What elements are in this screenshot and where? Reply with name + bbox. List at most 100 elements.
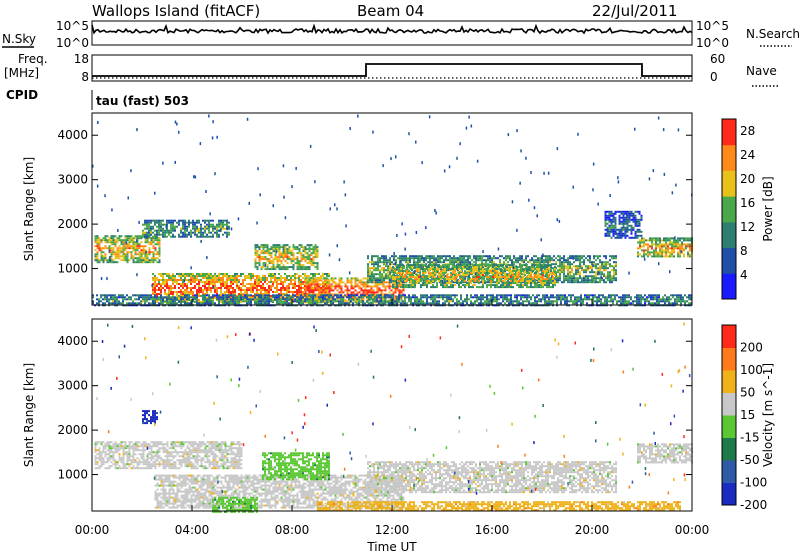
data-cell-0-6 [452, 270, 454, 272]
data-cell-0-8 [641, 235, 643, 237]
data-cell-0-6 [508, 284, 510, 286]
data-cell-0-6 [546, 278, 548, 280]
data-cell-0-0 [123, 245, 125, 247]
data-cell-0-1 [148, 230, 150, 232]
data-cell-0-6 [504, 282, 506, 284]
data-cell-0-2 [286, 287, 288, 289]
data-cell-0-6 [420, 268, 422, 270]
data-cell-0-3 [283, 268, 285, 270]
data-cell-0-4 [347, 279, 349, 281]
data-cell-0-2 [194, 285, 196, 287]
data-cell-0-9 [144, 300, 146, 302]
data-cell-0-6 [418, 280, 420, 282]
data-cell-0-6 [548, 284, 550, 286]
data-cell-0-5 [583, 259, 585, 261]
data-cell-0-1 [222, 234, 224, 236]
data-cell-0-2 [222, 273, 224, 275]
data-cell-0-9 [118, 302, 120, 304]
data-cell-0-6 [412, 276, 414, 278]
data-cell-0-5 [413, 255, 415, 257]
data-cell-0-9 [106, 294, 108, 296]
data-cell-0-4 [351, 285, 353, 287]
data-cell-0-0 [155, 253, 157, 255]
data-cell-0-8 [639, 223, 641, 225]
data-cell-0-7 [665, 245, 667, 247]
data-cell-0-5 [583, 261, 585, 263]
data-cell-0-4 [347, 287, 349, 289]
data-cell-0-3 [309, 246, 311, 248]
data-cell-0-0 [105, 245, 107, 247]
data-cell-0-4 [317, 287, 319, 289]
data-cell-0-7 [657, 251, 659, 253]
data-cell-0-2 [190, 281, 192, 283]
data-cell-0-5 [389, 257, 391, 259]
data-cell-0-5 [467, 257, 469, 259]
data-cell-0-3 [279, 252, 281, 254]
data-cell-0-4 [341, 285, 343, 287]
data-cell-0-0 [107, 261, 109, 263]
data-cell-0-5 [555, 277, 557, 279]
data-cell-0-4 [309, 283, 311, 285]
data-cell-0-5 [567, 271, 569, 273]
data-cell-0-7 [663, 249, 665, 251]
data-cell-0-2 [316, 273, 318, 275]
data-cell-0-4 [327, 291, 329, 293]
data-cell-0-8 [623, 227, 625, 229]
data-cell-0-9 [168, 302, 170, 304]
data-cell-0-2 [172, 273, 174, 275]
data-cell-0-5 [443, 255, 445, 257]
data-cell-0-7 [677, 253, 679, 255]
data-cell-0-2 [224, 273, 226, 275]
data-cell-0-1 [162, 224, 164, 226]
data-cell-0-2 [238, 279, 240, 281]
cpid-panel: tau (fast) 503 [92, 90, 189, 110]
data-cell-0-9 [112, 302, 114, 304]
data-cell-0-4 [311, 285, 313, 287]
data-cell-0-2 [276, 279, 278, 281]
data-cell-0-2 [280, 289, 282, 291]
data-cell-0-5 [479, 259, 481, 261]
data-cell-0-6 [512, 264, 514, 266]
data-cell-0-5 [369, 279, 371, 281]
data-cell-0-5 [561, 257, 563, 259]
data-cell-0-1 [152, 226, 154, 228]
data-cell-0-1 [220, 226, 222, 228]
data-cell-0-2 [170, 287, 172, 289]
data-cell-0-0 [119, 257, 121, 259]
data-cell-0-2 [206, 273, 208, 275]
data-cell-0-6 [546, 264, 548, 266]
data-cell-0-8 [611, 213, 613, 215]
data-cell-0-1 [216, 230, 218, 232]
data-cell-0-4 [309, 289, 311, 291]
data-cell-0-5 [547, 255, 549, 257]
data-cell-0-2 [166, 275, 168, 277]
data-cell-0-9 [120, 296, 122, 298]
data-cell-0-5 [419, 255, 421, 257]
data-cell-0-7 [667, 247, 669, 249]
data-cell-0-6 [496, 280, 498, 282]
data-cell-0-5 [455, 257, 457, 259]
data-cell-0-2 [218, 275, 220, 277]
data-cell-0-9 [178, 300, 180, 302]
data-cell-0-3 [305, 252, 307, 254]
data-cell-0-0 [117, 247, 119, 249]
data-cell-0-1 [212, 236, 214, 238]
data-cell-0-7 [647, 239, 649, 241]
data-cell-0-2 [298, 283, 300, 285]
data-cell-0-4 [389, 287, 391, 289]
data-cell-0-1 [186, 230, 188, 232]
data-cell-0-0 [119, 253, 121, 255]
data-cell-0-3 [283, 250, 285, 252]
data-cell-0-0 [147, 257, 149, 259]
data-cell-0-2 [232, 291, 234, 293]
data-cell-0-2 [240, 283, 242, 285]
data-cell-0-6 [410, 280, 412, 282]
data-cell-0-6 [418, 282, 420, 284]
data-cell-0-6 [416, 266, 418, 268]
data-cell-0-6 [418, 276, 420, 278]
data-cell-0-8 [621, 221, 623, 223]
data-cell-0-2 [188, 275, 190, 277]
data-cell-0-7 [669, 239, 671, 241]
data-cell-0-3 [283, 252, 285, 254]
data-cell-0-3 [291, 252, 293, 254]
